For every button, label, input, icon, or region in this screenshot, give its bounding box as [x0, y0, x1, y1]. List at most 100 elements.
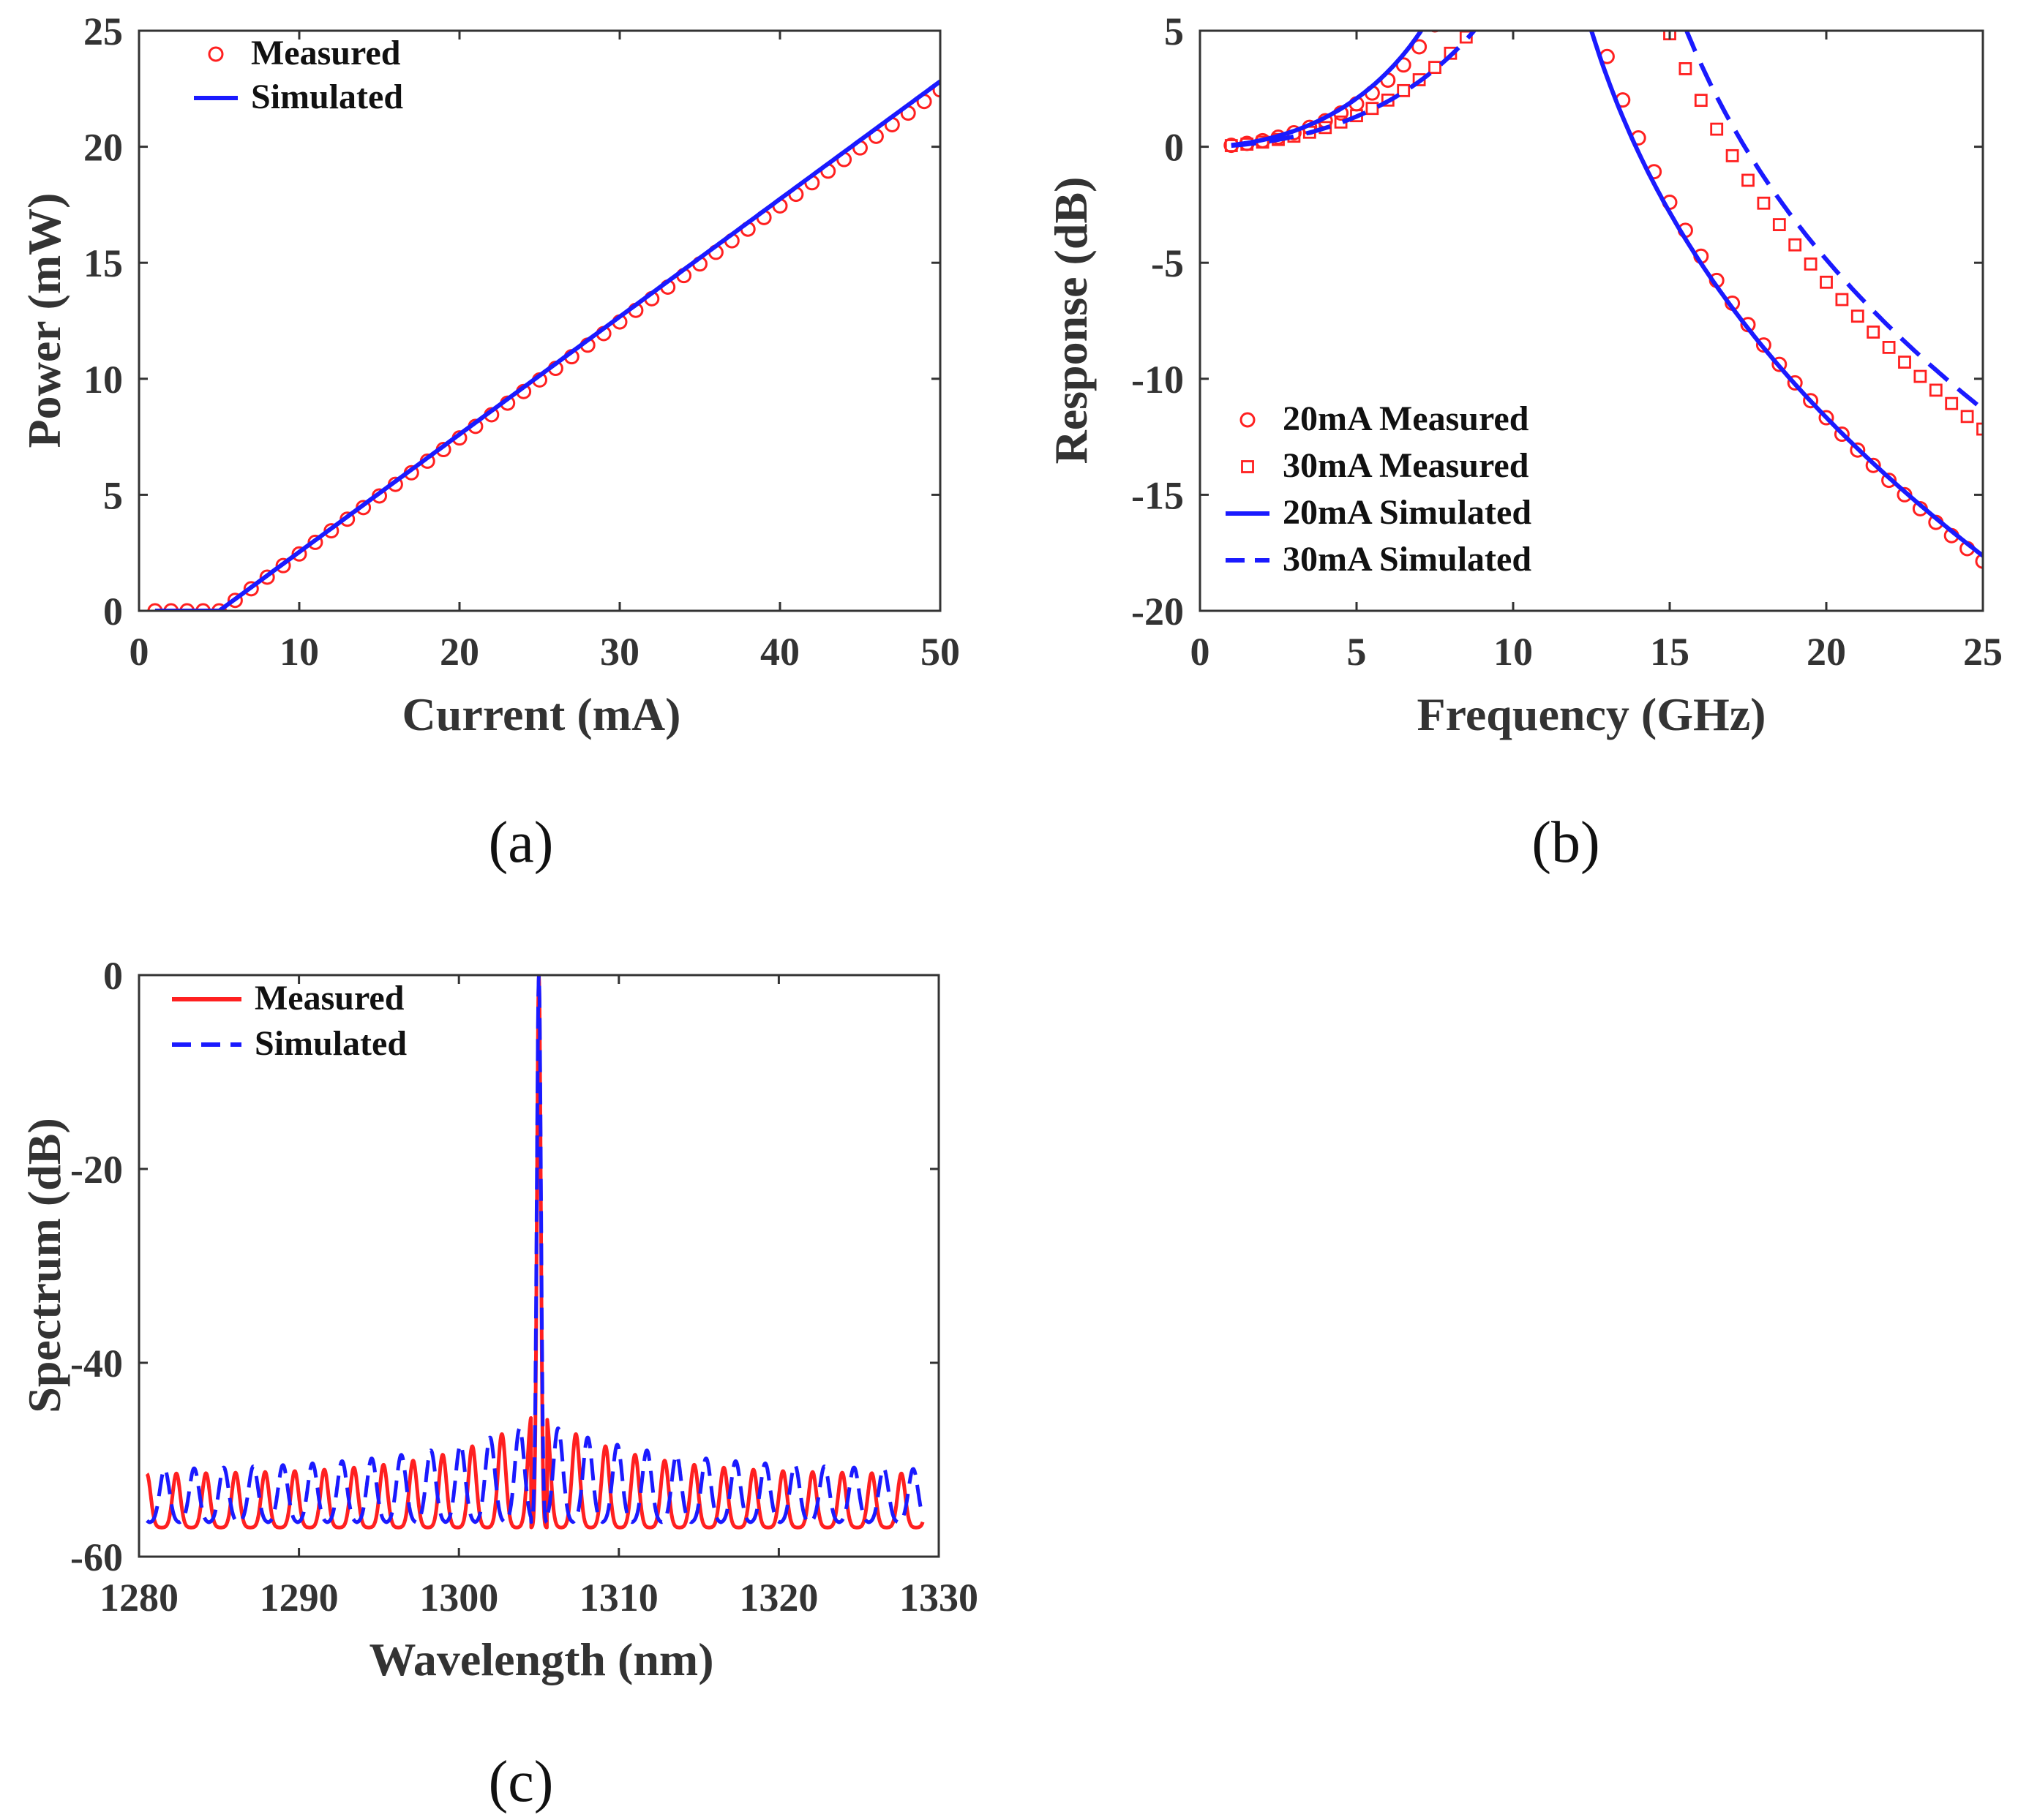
- series-group: [147, 79, 940, 611]
- y-axis-label: Power (mW): [18, 193, 70, 448]
- data-point-s1-47: [1960, 410, 1974, 424]
- data-point-s0-48: [1975, 553, 1983, 569]
- plot-frame: [138, 29, 942, 612]
- y-tick-label-5: 5: [1164, 10, 1184, 53]
- panel-caption: (a): [489, 811, 554, 875]
- x-tick-label-1: 1290: [260, 1576, 339, 1620]
- x-tick-label-3: 30: [600, 630, 639, 674]
- data-point-s0-0: [147, 603, 163, 611]
- series-line-1: [145, 975, 925, 1524]
- data-point-s1-33: [1741, 173, 1755, 187]
- data-point-s1-11: [1397, 83, 1411, 97]
- data-point-s0-36: [1787, 375, 1803, 391]
- series-line-1: [154, 79, 940, 611]
- data-point-s1-38: [1820, 275, 1833, 289]
- y-tick-label-2: -20: [70, 1148, 123, 1192]
- data-point-s1-35: [1772, 218, 1786, 231]
- legend-label-0: Measured: [255, 979, 405, 1018]
- data-point-s1-37: [1804, 257, 1818, 271]
- data-point-s0-37: [1803, 393, 1819, 409]
- y-tick-label-4: 0: [1164, 126, 1184, 170]
- data-point-s0-12: [1411, 39, 1428, 55]
- x-axis-label: Wavelength (nm): [369, 1633, 713, 1685]
- legend-label-1: Simulated: [255, 1024, 407, 1063]
- y-tick-label-3: 0: [103, 954, 123, 998]
- data-point-s1-46: [1945, 396, 1959, 410]
- x-tick-label-5: 25: [1963, 630, 2003, 674]
- y-axis-label: Response (dB): [1045, 177, 1097, 465]
- chart-panel-b: 0 5 10 15 20 25 -20 -15 -10 -5 0 5 Frequency (GHz) Re…: [1045, 10, 2003, 875]
- y-tick-label-3: -5: [1151, 241, 1184, 285]
- data-point-s1-45: [1929, 383, 1943, 397]
- data-point-s1-41: [1867, 326, 1880, 339]
- legend-swatch-0: [208, 46, 224, 62]
- y-tick-label-1: -15: [1131, 473, 1184, 517]
- data-point-s1-9: [1365, 102, 1379, 116]
- y-tick-label-1: -40: [70, 1342, 123, 1385]
- y-tick-label-5: 25: [83, 10, 123, 53]
- data-point-s1-13: [1428, 61, 1441, 75]
- data-point-s1-44: [1913, 369, 1927, 383]
- data-point-s1-36: [1788, 238, 1802, 252]
- panel-caption: (c): [489, 1750, 554, 1814]
- x-tick-label-3: 15: [1650, 630, 1689, 674]
- data-point-s0-40: [1850, 442, 1866, 458]
- data-point-s0-35: [1771, 356, 1788, 372]
- x-tick-label-0: 0: [130, 630, 149, 674]
- series-group: [145, 975, 925, 1530]
- y-tick-label-1: 5: [103, 473, 123, 517]
- data-point-s0-42: [1881, 473, 1897, 489]
- chart-panel-c: 1280 1290 1300 1310 1320 1330 -60 -40 -20 0 Wavele…: [18, 954, 978, 1814]
- x-tick-label-4: 20: [1807, 630, 1846, 674]
- y-tick-label-0: 0: [103, 590, 123, 633]
- data-point-s0-41: [1865, 457, 1881, 473]
- data-point-s0-8: [275, 557, 291, 574]
- x-axis-label: Frequency (GHz): [1417, 688, 1766, 740]
- data-point-s0-39: [1834, 426, 1850, 443]
- legend-label-0: Measured: [251, 34, 401, 72]
- data-point-s0-3: [195, 603, 211, 611]
- legend: 20mA Measured 30mA Measured 20mA Simulated…: [1226, 399, 1531, 579]
- data-point-s0-7: [259, 569, 275, 585]
- x-tick-label-2: 1300: [419, 1576, 498, 1620]
- legend-label-1: Simulated: [251, 78, 403, 116]
- legend-label-3: 30mA Simulated: [1283, 540, 1531, 579]
- legend: Measured Simulated: [172, 979, 407, 1063]
- data-point-s0-6: [243, 581, 259, 597]
- data-point-s0-5: [227, 593, 243, 609]
- x-tick-label-4: 40: [760, 630, 800, 674]
- plot-frame: [138, 974, 940, 1558]
- data-point-s0-4: [211, 603, 227, 611]
- data-point-s1-48: [1976, 422, 1983, 436]
- y-tick-label-0: -20: [1131, 590, 1184, 633]
- y-axis-label: Spectrum (dB): [18, 1118, 70, 1413]
- legend-swatch-1: [1241, 460, 1254, 473]
- data-point-s1-43: [1898, 356, 1911, 369]
- y-tick-label-2: -10: [1131, 358, 1184, 402]
- plot-frame: [1199, 29, 1984, 612]
- x-tick-label-1: 5: [1347, 630, 1367, 674]
- data-point-s0-34: [1755, 337, 1771, 353]
- x-tick-label-2: 20: [440, 630, 479, 674]
- data-point-s1-32: [1725, 148, 1739, 162]
- x-tick-label-4: 1320: [739, 1576, 818, 1620]
- x-tick-label-1: 10: [280, 630, 319, 674]
- legend-label-0: 20mA Measured: [1283, 399, 1529, 438]
- x-tick-label-5: 1330: [899, 1576, 978, 1620]
- legend-label-1: 30mA Measured: [1283, 446, 1529, 485]
- panel-caption: (b): [1531, 811, 1599, 875]
- legend-swatch-0: [1239, 412, 1256, 428]
- series-line-3: [1231, 31, 1983, 411]
- y-tick-label-2: 10: [83, 358, 123, 402]
- data-point-s1-30: [1694, 94, 1708, 108]
- y-tick-label-3: 15: [83, 241, 123, 285]
- data-point-s1-40: [1850, 309, 1864, 323]
- legend: Measured Simulated: [194, 34, 403, 116]
- data-point-s0-38: [1818, 410, 1834, 426]
- data-point-s1-34: [1757, 196, 1771, 210]
- series-line-2: [1231, 31, 1983, 558]
- x-tick-label-5: 50: [920, 630, 960, 674]
- chart-panel-a: 0 10 20 30 40 50 0 5 10 15 20 25 Current (mA) Power (…: [18, 10, 960, 875]
